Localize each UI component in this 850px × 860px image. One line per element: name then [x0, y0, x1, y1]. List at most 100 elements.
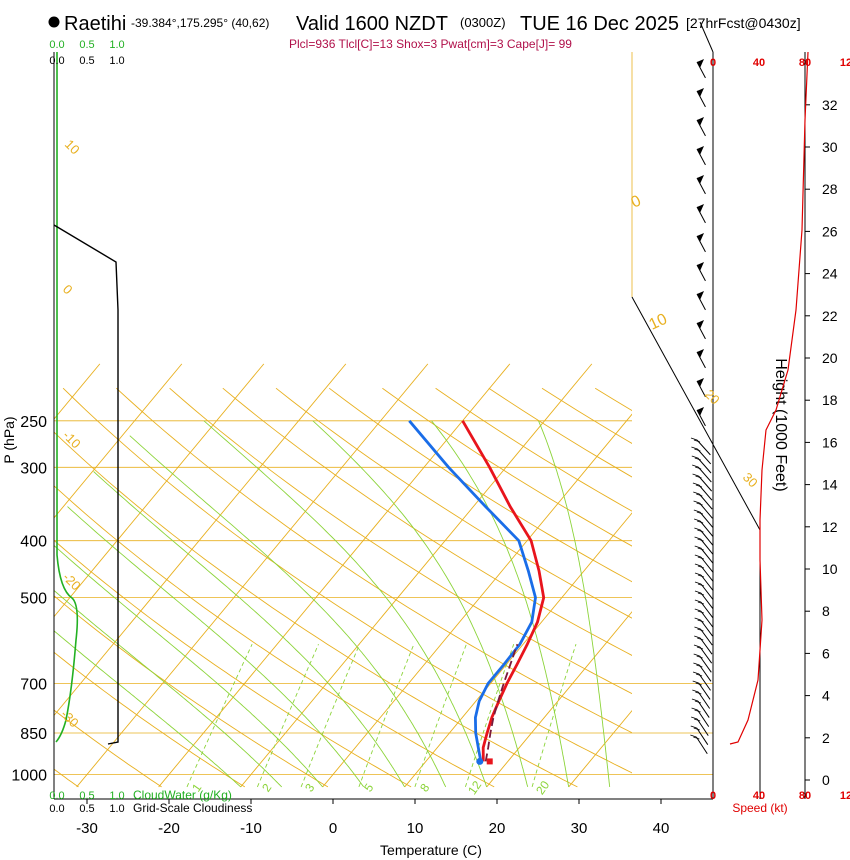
moist-adiabat-line [203, 420, 488, 788]
moist-adiabat-line [129, 435, 447, 788]
wind-barb-feather [694, 536, 701, 540]
cloud-water-tick-bottom: 1.0 [109, 790, 124, 802]
wind-barb-feather [695, 682, 702, 686]
wind-barb-shaft [699, 646, 713, 664]
wind-barb-flag [697, 407, 704, 416]
height-tick-label: 28 [822, 181, 838, 197]
wind-barb-feather [694, 626, 701, 630]
wind-barb-flag [697, 320, 704, 329]
temperature-tick-label: -30 [76, 820, 98, 837]
dry-adiabat-line [382, 387, 632, 547]
wind-barb-shaft [698, 493, 713, 510]
moist-adiabat-line [93, 471, 406, 788]
mixing-ratio-label: 12 [465, 778, 484, 797]
height-tick-label: 26 [822, 223, 838, 239]
wind-speed-tick-label-bottom: 40 [753, 790, 765, 802]
height-tick-label: 14 [822, 477, 838, 493]
isotherm-line [54, 363, 347, 717]
wind-barb-shaft [700, 565, 714, 583]
wind-barb-feather [692, 482, 700, 486]
pressure-tick-label: 700 [20, 676, 47, 693]
wind-barb-flag [697, 146, 704, 155]
mixing-ratio-line [414, 644, 467, 788]
mixing-ratio-label: 8 [417, 781, 432, 795]
height-tick-label: 0 [822, 772, 830, 788]
wind-barb-feather [695, 673, 703, 677]
wind-barb-shaft [697, 709, 710, 727]
location-coords: -39.384°,175.295° (40,62) [131, 16, 269, 30]
wind-barb-feather [696, 520, 704, 524]
wind-barb-feather [692, 689, 699, 693]
wind-barb-feather [694, 635, 701, 639]
temperature-tick-label: -20 [158, 820, 180, 837]
wind-barb-feather [696, 646, 704, 650]
chart-header: Raetihi -39.384°,175.295° (40,62) Valid … [48, 13, 801, 51]
wind-barb-shaft [700, 538, 714, 555]
wind-barb-feather [694, 590, 702, 594]
cloud-water-label: CloudWater (g/Kg) [133, 788, 232, 802]
temperature-tick-label: 20 [489, 820, 506, 837]
wind-barb-feather [697, 619, 704, 623]
isotherm-line [322, 413, 632, 788]
dry-adiabat-line [54, 539, 412, 788]
wind-barb-feather [690, 437, 698, 441]
cloud-water-profile [55, 52, 79, 743]
wind-barb-feather [692, 464, 699, 468]
wind-barb-feather [693, 518, 701, 522]
wind-barb-feather [696, 664, 703, 668]
wind-barb-shaft [697, 448, 712, 465]
wind-barb-feather [691, 716, 698, 720]
height-tick-label: 16 [822, 434, 838, 450]
isotherm-label: 30 [740, 470, 761, 491]
wind-barb-feather [694, 608, 701, 612]
wind-barb-feather [697, 547, 704, 551]
mixing-ratio-line [464, 644, 515, 788]
wind-speed-label: Speed (kt) [732, 801, 787, 815]
wind-barb-flag [697, 59, 704, 68]
cloudiness-tick-top: 0.5 [79, 55, 94, 67]
wind-barb-feather [696, 493, 703, 497]
dry-adiabat-line [594, 387, 632, 412]
wind-barb-feather [694, 718, 701, 722]
location-dot-icon [48, 16, 60, 28]
wind-barb-feather [691, 707, 698, 711]
wind-speed-tick-label-bottom: 12 [840, 790, 850, 802]
wind-barb-shaft [696, 718, 709, 736]
wind-barb-shaft [699, 511, 714, 528]
x-axis-label: Temperature (C) [380, 842, 482, 858]
wind-barb-shaft [697, 700, 710, 718]
wind-barb-shaft [700, 619, 713, 637]
isotherm-labels: -30 -20 -10 0 10 30 20 0 10 [58, 137, 761, 731]
isotherm-line [76, 363, 429, 788]
wind-barb-flag [697, 349, 704, 358]
cloud-water-tick-top: 1.0 [109, 39, 124, 51]
wind-barb-shaft [699, 529, 714, 546]
isotherm-line [404, 512, 632, 788]
wind-barb-feather [690, 734, 697, 738]
wind-barb-feather [697, 538, 704, 542]
moist-adiabat-line [431, 420, 570, 787]
wind-barb-feather [697, 529, 704, 533]
wind-barb-feather [692, 473, 699, 477]
wind-barb-feather [697, 556, 704, 560]
wind-barb-feather [693, 509, 701, 513]
wind-barb-feather [693, 491, 700, 495]
wind-barb-shaft [695, 736, 708, 755]
valid-time-utc: (0300Z) [460, 15, 506, 30]
wind-barb-shaft [696, 439, 711, 456]
height-axis-label: Height (1000 Feet) [772, 358, 789, 491]
wind-speed-tick-label-bottom: 0 [710, 790, 716, 802]
mixing-ratio-label: 3 [302, 781, 317, 795]
y-axis-label: P (hPa) [1, 416, 17, 463]
dry-adiabat-line [62, 387, 632, 774]
dry-adiabat-line [169, 387, 632, 695]
wind-barb-feather [697, 592, 705, 596]
wind-barb-feather [697, 565, 705, 569]
cloud-strip-ticks: 0.00.00.50.51.01.00.00.00.50.51.01.0 [49, 39, 124, 815]
wind-speed-tick-label-bottom: 80 [799, 790, 811, 802]
mixing-ratio-line [300, 644, 361, 788]
wind-barb-shaft [699, 502, 713, 519]
